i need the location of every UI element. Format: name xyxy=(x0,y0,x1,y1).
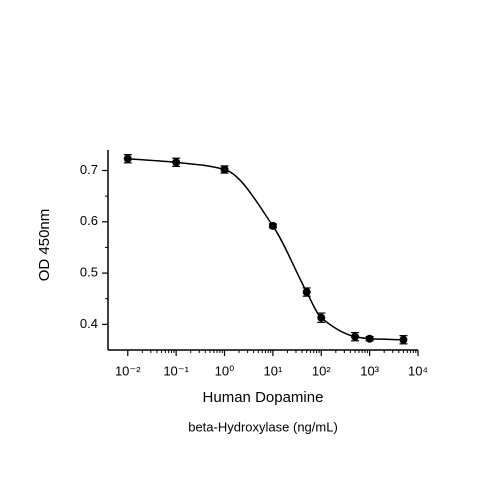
data-point xyxy=(172,158,181,167)
data-point xyxy=(302,288,311,297)
x-axis-label: Human Dopamine xyxy=(203,389,324,406)
data-point xyxy=(123,154,132,163)
x-tick-label: 10⁻¹ xyxy=(163,363,189,378)
data-point xyxy=(351,332,360,341)
data-point xyxy=(268,221,277,230)
fit-curve xyxy=(127,157,404,341)
x-tick-label: 10⁰ xyxy=(215,363,235,378)
y-tick-label: 0.6 xyxy=(80,213,98,228)
x-tick-label: 10⁴ xyxy=(408,363,428,378)
x-tick-label: 10² xyxy=(312,363,331,378)
x-tick-label: 10⁻² xyxy=(115,363,141,378)
x-tick-label: 10³ xyxy=(360,363,379,378)
y-tick-label: 0.5 xyxy=(80,265,98,280)
data-point xyxy=(220,165,229,174)
data-point xyxy=(399,335,408,344)
subtitle: beta-Hydroxylase (ng/mL) xyxy=(188,419,338,434)
y-tick-label: 0.4 xyxy=(80,316,98,331)
x-tick-label: 10¹ xyxy=(263,363,282,378)
data-point xyxy=(365,334,374,343)
y-axis-label: OD 450nm xyxy=(36,209,53,282)
data-point xyxy=(317,313,326,322)
y-tick-label: 0.7 xyxy=(80,162,98,177)
